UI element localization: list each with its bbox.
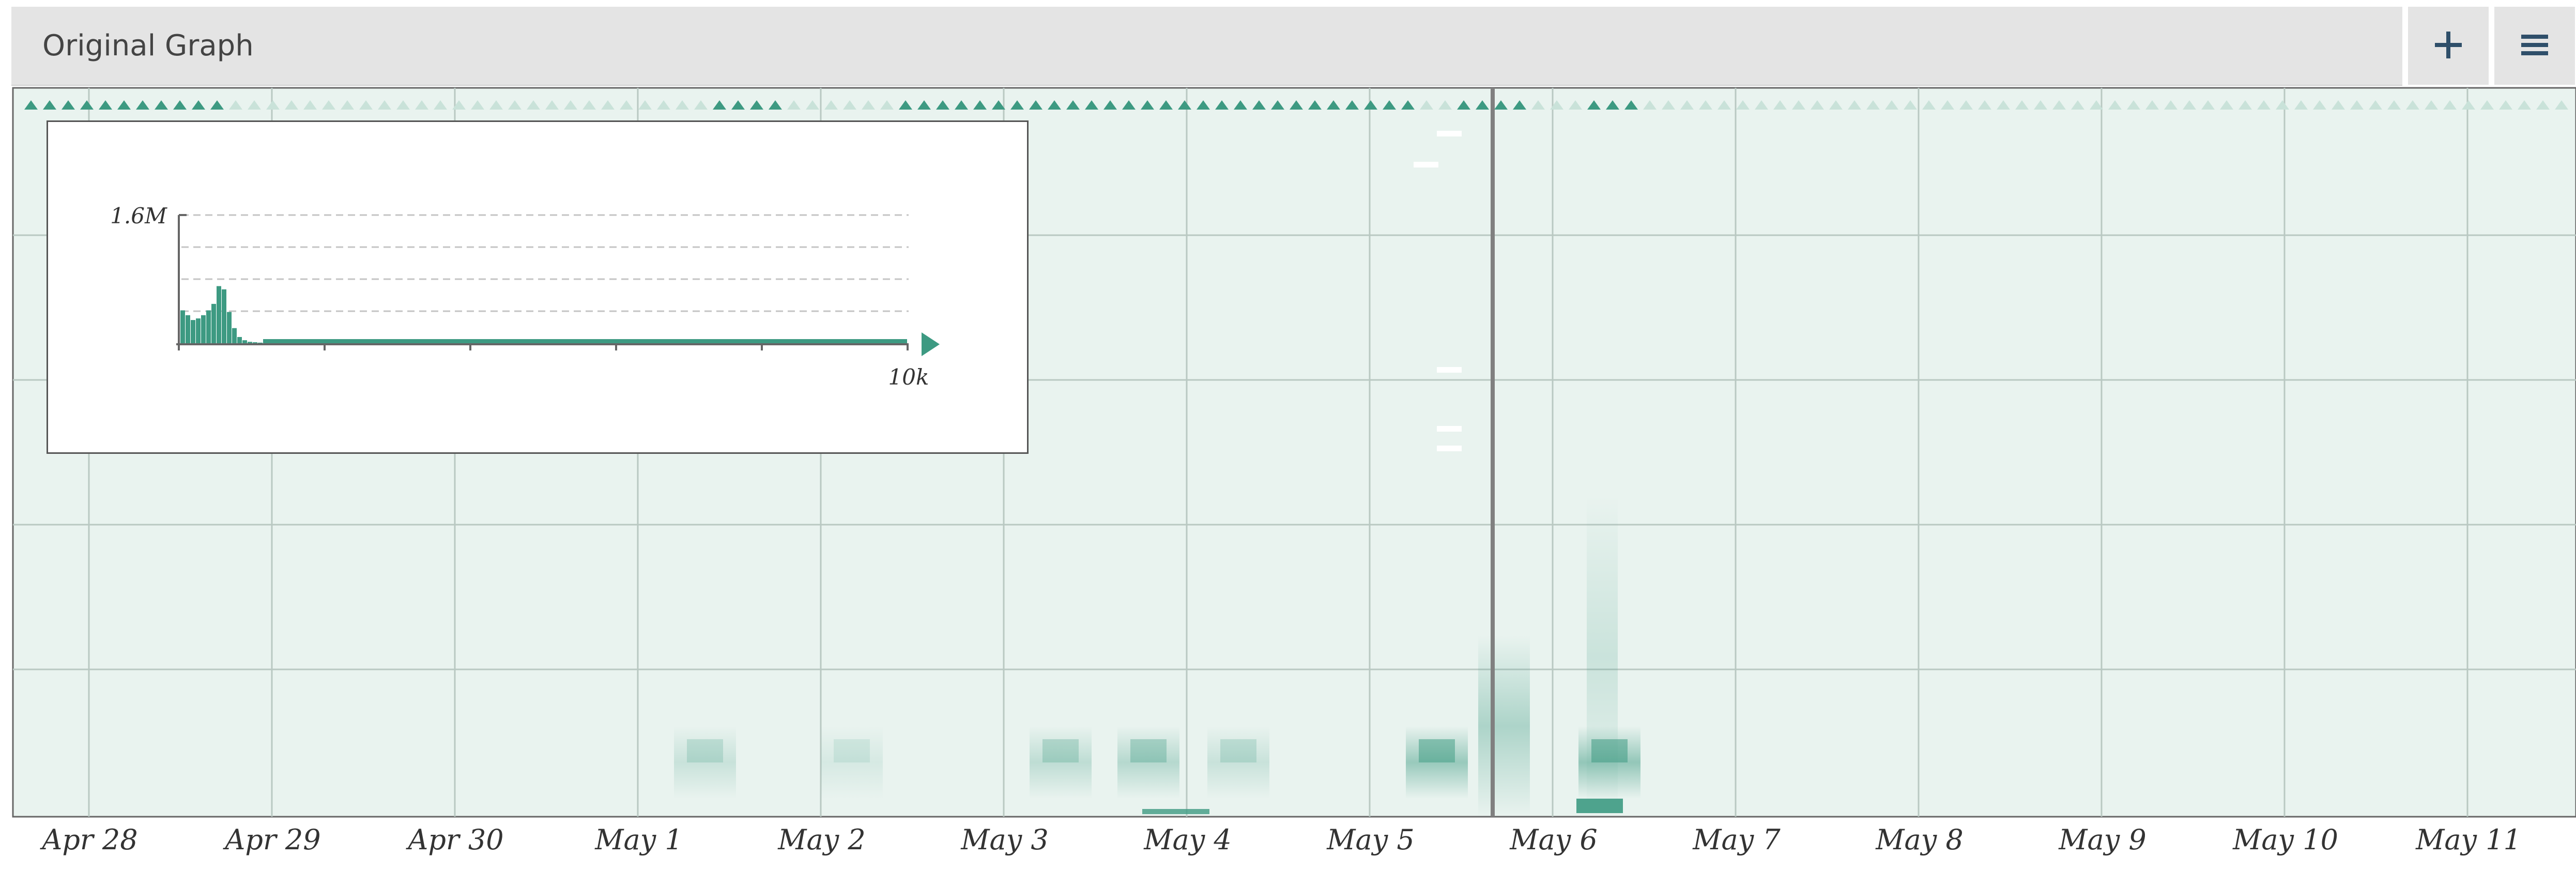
x-tick-label: May 1 [594,823,683,856]
cursor-mark [1414,162,1438,167]
heatmap-cell-core [687,739,723,762]
cursor-mark [1437,426,1462,432]
heatmap-cell-core [834,739,870,762]
x-tick-label: Apr 30 [405,823,503,856]
cursor-mark [1437,367,1462,373]
heatmap-column [1587,496,1618,817]
heatmap-cell-core [1419,739,1455,762]
inset-x-tick-label: 10k [888,364,929,390]
histogram-bar [191,320,195,344]
heatmap-column [1478,636,1530,817]
x-tick-label: May 2 [777,823,866,856]
x-tick-label: May 6 [1509,823,1598,856]
histogram-bar [186,315,190,344]
x-tick-label: May 9 [2058,823,2146,856]
heatmap-cell-hot [1576,799,1623,813]
histogram-bar [211,304,216,344]
x-tick-label: May 8 [1875,823,1964,856]
cursor-mark [1437,131,1462,136]
expand-arrow-icon[interactable] [922,332,940,356]
inset-y-tick-label: 1.6M [110,203,167,228]
heatmap-cell-core [1220,739,1256,762]
histogram-bar [206,310,211,344]
x-tick-label: May 11 [2415,823,2521,856]
histogram-inset: 1.6M 10k [47,120,1029,454]
histogram-bar [222,289,226,344]
histogram-bar [217,286,221,345]
heatmap-cell-core [1042,739,1079,762]
histogram-bar [196,318,201,344]
x-tick-label: May 3 [960,823,1049,856]
x-tick-label: May 10 [2232,823,2338,856]
histogram-bar [227,312,232,345]
x-tick-label: Apr 29 [222,823,320,856]
cursor-mark [1437,446,1462,451]
heatmap-cell-hot [1142,809,1209,814]
x-tick-label: Apr 28 [39,823,137,856]
histogram-bar [237,337,242,344]
histogram-bar [180,310,185,344]
heatmap-cell-core [1130,739,1167,762]
x-tick-label: May 4 [1143,823,1232,856]
histogram-bar [201,315,206,344]
x-tick-label: May 7 [1692,823,1781,856]
histogram-bar [232,328,237,344]
x-tick-label: May 5 [1326,823,1415,856]
